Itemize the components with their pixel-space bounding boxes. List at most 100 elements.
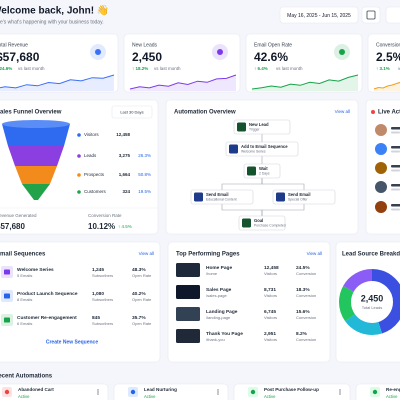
activity-line <box>391 184 400 187</box>
node-subtitle: Special Offer <box>288 198 308 202</box>
workflow-node[interactable] <box>225 141 299 157</box>
kpi-icon-dot <box>339 49 345 55</box>
card-title: Lead Source Breakdown <box>342 252 400 258</box>
date-picker[interactable] <box>279 6 359 24</box>
avatar <box>375 162 387 174</box>
node-title: Send Email <box>206 192 229 197</box>
sparkline-area <box>130 75 236 91</box>
sequence-subscribers-label: Subscribers <box>92 321 113 326</box>
page-name: Home Page <box>206 265 232 271</box>
page-thumbnail <box>176 307 200 321</box>
funnel-segment <box>15 166 57 184</box>
kpi-value: $57,680 <box>0 50 40 64</box>
automation-name: Abandoned Cart <box>18 387 54 392</box>
sequence-icon-mark <box>4 317 10 323</box>
stage-name: Customers <box>84 189 107 194</box>
notification-button[interactable] <box>385 6 400 24</box>
page-name: Sales Page <box>206 287 232 293</box>
node-title: New Lead <box>249 122 269 127</box>
node-subtitle: Educational Content <box>206 198 237 202</box>
page-conversion: 15.6% <box>296 309 310 315</box>
automation-item[interactable] <box>233 383 351 400</box>
stage-dot <box>77 173 81 177</box>
kpi-change: ↑ 18.2% <box>132 66 148 71</box>
node-subtitle: Purchase Completed <box>254 224 286 228</box>
metric-change: ↑ 4.5% <box>118 224 132 229</box>
kpi-note: vs last month <box>18 66 45 71</box>
sparkline-area <box>0 75 114 91</box>
activity-line <box>391 208 400 211</box>
activity-line <box>391 150 400 153</box>
menu-dot <box>217 393 219 395</box>
sequence-open-rate: 48.3% <box>132 267 146 273</box>
workflow-node[interactable] <box>272 189 336 205</box>
page-visitors: 6,745 <box>264 309 276 315</box>
page-conversion-label: Conversion <box>296 315 316 320</box>
kpi-card <box>367 33 400 93</box>
page-conversion: 8.2% <box>296 331 308 337</box>
sequence-name: Welcome Series <box>17 267 54 273</box>
donut-segment <box>339 269 400 335</box>
page-path: /sales-page <box>206 293 227 298</box>
calendar-button[interactable] <box>361 6 381 24</box>
period-select[interactable] <box>111 105 153 119</box>
menu-dot <box>217 389 219 391</box>
automation-item[interactable] <box>113 383 229 400</box>
kpi-value: 2,450 <box>132 50 162 64</box>
kpi-change: ↑ 3.1% <box>376 66 390 71</box>
connector <box>261 178 305 190</box>
automation-icon-mark <box>250 389 256 395</box>
node-subtitle: Trigger <box>249 128 260 132</box>
page-visitors-label: Visitors <box>264 271 277 276</box>
sequence-subscribers: 1,080 <box>92 291 104 297</box>
stage-count: 12,458 <box>116 132 130 137</box>
automation-item[interactable] <box>0 383 109 400</box>
sparkline <box>0 74 115 89</box>
automation-name: Re-engagement <box>386 387 400 392</box>
node-title: Goal <box>254 218 263 223</box>
sequence-open-rate-label: Open Rate <box>132 321 152 326</box>
page-visitors: 2,951 <box>264 331 276 337</box>
activity-line <box>391 127 400 130</box>
stage-rate: 50.8% <box>138 172 151 177</box>
sequence-subscribers: 1,245 <box>92 267 104 273</box>
stage-dot <box>77 190 81 194</box>
page-visitors: 12,458 <box>264 265 279 271</box>
create-sequence-button[interactable]: Create New Sequence <box>46 339 98 345</box>
page-visitors-label: Visitors <box>264 315 277 320</box>
date-range: May 16, 2025 - Jun 15, 2025 <box>287 13 351 19</box>
kpi-change: ↑ 24.6% <box>0 66 12 71</box>
kpi-icon-dot <box>95 49 101 55</box>
workflow-node[interactable] <box>190 189 254 205</box>
view-all-link[interactable]: View all <box>139 251 154 256</box>
sequence-count: 5 Emails <box>17 273 32 278</box>
page-path: /landing-page <box>206 315 231 320</box>
menu-dot <box>97 391 99 393</box>
page-path: /thank-you <box>206 337 225 342</box>
workflow-node[interactable] <box>233 119 291 135</box>
node-icon <box>229 144 238 154</box>
kpi-change: ↑ 6.4% <box>254 66 268 71</box>
stage-count: 1,664 <box>119 172 131 177</box>
node-title: Wait <box>259 166 268 171</box>
sequence-icon-mark <box>4 269 10 275</box>
view-all-link[interactable]: View all <box>307 251 322 256</box>
page-name: Thank You Page <box>206 331 243 337</box>
page-thumbnail <box>176 263 200 277</box>
calendar-icon <box>366 10 376 20</box>
page-visitors: 8,731 <box>264 287 276 293</box>
metric-label: Revenue Generated <box>0 213 37 218</box>
view-all-link[interactable]: View all <box>335 109 350 114</box>
node-subtitle: 2 Days <box>259 172 270 176</box>
kpi-note: vs last month <box>154 66 181 71</box>
automation-name: Lead Nurturing <box>144 387 177 392</box>
kpi-label: Email Open Rate <box>254 42 292 48</box>
page-thumbnail <box>176 329 200 343</box>
node-icon <box>247 166 256 176</box>
menu-dot <box>97 393 99 395</box>
activity-line <box>391 188 400 191</box>
automation-status: Active <box>18 394 30 399</box>
automation-icon-mark <box>372 389 378 395</box>
